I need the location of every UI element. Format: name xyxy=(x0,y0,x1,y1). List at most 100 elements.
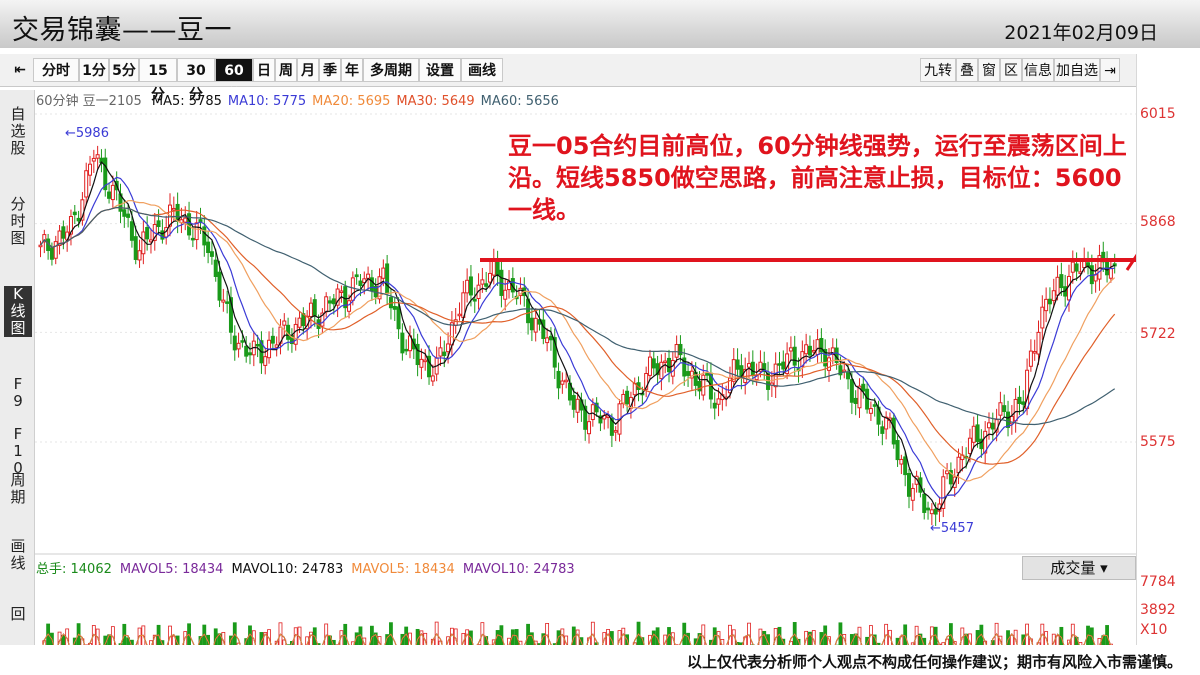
candle-body xyxy=(320,312,325,327)
candle-body xyxy=(914,475,919,485)
candle-body xyxy=(347,300,352,312)
candle-body xyxy=(221,299,226,303)
page-date: 2021年02月09日 xyxy=(1004,22,1158,44)
candle-body xyxy=(103,157,108,191)
candle-body xyxy=(705,373,710,376)
period-tab-7[interactable]: 周 xyxy=(275,58,297,82)
candle-body xyxy=(910,487,915,501)
candle-body xyxy=(404,348,409,352)
nav-item-0[interactable]: 自选股 xyxy=(10,105,26,157)
candle-body xyxy=(156,220,161,228)
candle-body xyxy=(446,343,451,353)
candle-body xyxy=(72,211,77,216)
candle-body xyxy=(385,263,390,295)
candle-body xyxy=(613,430,618,433)
candle-body xyxy=(84,170,89,198)
candle-body xyxy=(1006,411,1011,428)
candle-body xyxy=(232,335,237,351)
candle-body xyxy=(49,247,54,260)
nav-item-1[interactable]: 分时图 xyxy=(10,195,26,247)
candle-body xyxy=(396,306,401,330)
first-bar-icon[interactable]: ⇤ xyxy=(14,62,26,78)
nav-item-6[interactable]: 画线 xyxy=(10,537,26,572)
candle-body xyxy=(545,337,550,344)
candle-body xyxy=(777,363,782,366)
right-tool-6[interactable]: ⇥ xyxy=(1100,58,1120,82)
candle-body xyxy=(838,365,843,376)
candle-body xyxy=(788,347,793,352)
candle-body xyxy=(491,259,496,276)
candle-body xyxy=(293,323,298,345)
vol-legend-item-2: MAVOL10: 24783 xyxy=(231,562,344,577)
candle-body xyxy=(1074,263,1079,272)
candle-body xyxy=(213,259,218,277)
candle-body xyxy=(415,343,420,366)
candle-body xyxy=(1093,274,1098,282)
candle-body xyxy=(312,299,317,316)
candle-body xyxy=(187,213,192,236)
candle-body xyxy=(107,191,112,199)
candle-body xyxy=(369,277,374,292)
candle-body xyxy=(731,359,736,382)
candle-body xyxy=(381,267,386,279)
candle-body xyxy=(830,347,835,355)
period-tab-4[interactable]: 30分 xyxy=(177,58,215,103)
volume-tick-2: X10 xyxy=(1140,622,1168,638)
candle-body xyxy=(419,358,424,368)
candle-body xyxy=(807,345,812,356)
downtrend-arrow xyxy=(1125,253,1136,271)
period-tab-9[interactable]: 季 xyxy=(319,58,341,82)
candle-body xyxy=(248,352,253,356)
right-tool-0[interactable]: 九转 xyxy=(920,58,956,82)
period-tab-12[interactable]: 设置 xyxy=(419,58,461,82)
candle-body xyxy=(625,390,630,405)
candle-body xyxy=(735,359,740,370)
period-tab-0[interactable]: 分时 xyxy=(33,58,79,82)
period-tab-8[interactable]: 月 xyxy=(297,58,319,82)
right-tool-3[interactable]: 区 xyxy=(1000,58,1022,82)
candle-body xyxy=(122,209,127,217)
candle-body xyxy=(423,359,428,363)
candle-body xyxy=(583,405,588,430)
period-tab-2[interactable]: 5分 xyxy=(109,58,139,82)
period-tab-1[interactable]: 1分 xyxy=(79,58,109,82)
candle-body xyxy=(590,404,595,421)
candle-body xyxy=(442,351,447,357)
candle-body xyxy=(655,363,660,376)
candle-body xyxy=(427,355,432,378)
candle-body xyxy=(899,458,904,465)
candle-body xyxy=(1044,298,1049,312)
candle-body xyxy=(872,404,877,407)
period-tab-3[interactable]: 15分 xyxy=(139,58,177,103)
candle-body xyxy=(480,279,485,285)
candle-body xyxy=(392,306,397,310)
candle-body xyxy=(68,215,73,235)
candle-body xyxy=(335,288,340,306)
candle-body xyxy=(678,343,683,356)
candle-body xyxy=(697,380,702,392)
period-tab-11[interactable]: 多周期 xyxy=(363,58,419,82)
candle-body xyxy=(209,251,214,257)
right-tool-1[interactable]: 叠 xyxy=(956,58,978,82)
volume-selector-button[interactable]: 成交量 ▾ xyxy=(1022,556,1136,580)
analysis-note: 豆一05合约目前高位，60分钟线强势，运行至震荡区间上沿。短线5850做空思路，… xyxy=(508,132,1127,224)
period-tab-5[interactable]: 60分 xyxy=(215,58,253,103)
period-tab-13[interactable]: 画线 xyxy=(461,58,503,82)
period-tab-10[interactable]: 年 xyxy=(341,58,363,82)
candle-body xyxy=(533,317,538,333)
nav-item-7[interactable]: 回 xyxy=(10,605,26,623)
candle-body xyxy=(1108,267,1113,279)
right-tool-5[interactable]: 加自选 xyxy=(1054,58,1100,82)
right-tool-2[interactable]: 窗 xyxy=(978,58,1000,82)
candle-body xyxy=(846,372,851,380)
candle-body xyxy=(358,280,363,286)
candle-body xyxy=(857,385,862,409)
nav-item-5[interactable]: 周期 xyxy=(10,471,26,506)
candle-body xyxy=(750,361,755,377)
period-tab-6[interactable]: 日 xyxy=(253,58,275,82)
right-tool-4[interactable]: 信息 xyxy=(1022,58,1054,82)
candle-body xyxy=(849,379,854,403)
